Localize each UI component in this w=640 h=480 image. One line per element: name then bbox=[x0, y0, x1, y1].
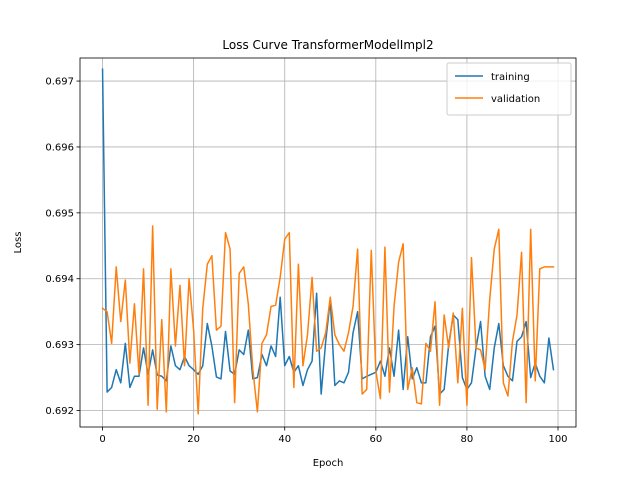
x-tick-label: 40 bbox=[278, 434, 291, 445]
x-tick-label: 60 bbox=[369, 434, 382, 445]
series-line-validation bbox=[101, 225, 555, 415]
x-tick-label: 80 bbox=[461, 434, 474, 445]
legend-box bbox=[446, 62, 572, 116]
x-tick-label: 20 bbox=[187, 434, 200, 445]
x-tick-label: 0 bbox=[99, 434, 105, 445]
legend-label-training: training bbox=[491, 72, 530, 83]
legend: training validation bbox=[446, 62, 572, 116]
y-tick-label: 0.694 bbox=[45, 274, 74, 285]
legend-label-validation: validation bbox=[491, 94, 540, 105]
x-tick-label: 100 bbox=[548, 434, 567, 445]
y-tick-label: 0.695 bbox=[45, 208, 74, 219]
y-tick-label: 0.693 bbox=[45, 340, 74, 351]
ticks: 0 20 40 60 80 100 0.692 0.693 0.694 0.695 0.696 0.6… bbox=[45, 77, 567, 445]
y-tick-label: 0.697 bbox=[45, 77, 74, 88]
chart-title: Loss Curve TransformerModelImpl2 bbox=[222, 38, 433, 52]
y-tick-label: 0.692 bbox=[45, 406, 74, 417]
plot-frame bbox=[79, 57, 577, 428]
series-layer bbox=[101, 68, 555, 415]
x-axis-label: Epoch bbox=[313, 458, 344, 469]
y-axis-label: Loss bbox=[13, 232, 24, 254]
y-tick-label: 0.696 bbox=[45, 142, 74, 153]
